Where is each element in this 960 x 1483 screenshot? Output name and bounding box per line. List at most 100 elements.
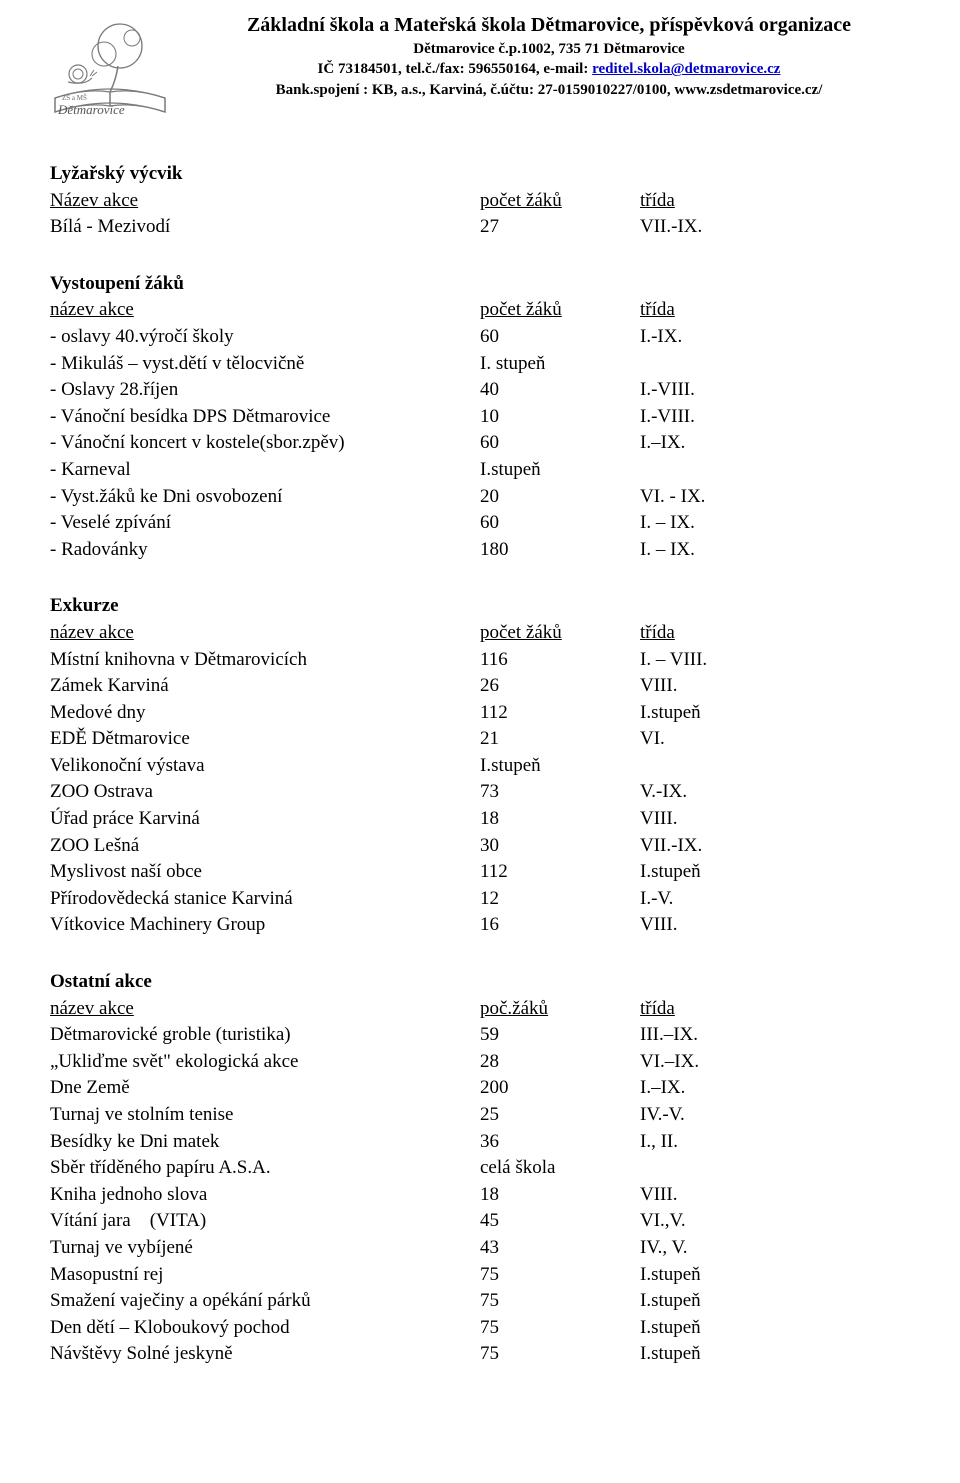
table-row: Návštěvy Solné jeskyně75I.stupeň — [50, 1341, 910, 1368]
section-title: Ostatní akce — [50, 969, 910, 996]
table-header: Název akce počet žáků třída — [50, 188, 910, 215]
col-count-header: počet žáků — [480, 188, 640, 215]
school-title: Základní škola a Mateřská škola Dětmarov… — [188, 14, 910, 37]
section-performances: Vystoupení žáků název akce počet žáků tř… — [50, 271, 910, 564]
school-logo: ZŠ a MŠ Dětmarovice — [50, 20, 170, 125]
event-count: 27 — [480, 214, 640, 241]
document-page: ZŠ a MŠ Dětmarovice Základní škola a Mat… — [0, 0, 960, 1483]
event-name: Medové dny — [50, 700, 480, 727]
event-name: Velikonoční výstava — [50, 753, 480, 780]
table-row: Úřad práce Karviná18VIII. — [50, 806, 910, 833]
event-name: Den dětí – Kloboukový pochod — [50, 1315, 480, 1342]
table-row: Den dětí – Kloboukový pochod75I.stupeň — [50, 1315, 910, 1342]
table-row: ZOO Lešná30VII.-IX. — [50, 833, 910, 860]
event-count: 75 — [480, 1262, 640, 1289]
event-name: Masopustní rej — [50, 1262, 480, 1289]
event-name: Kniha jednoho slova — [50, 1182, 480, 1209]
event-name: Zámek Karviná — [50, 673, 480, 700]
event-class: VIII. — [640, 806, 910, 833]
table-row: Myslivost naší obce112I.stupeň — [50, 859, 910, 886]
section-title: Lyžařský výcvik — [50, 161, 910, 188]
table-row: Sběr tříděného papíru A.S.A.celá škola — [50, 1155, 910, 1182]
event-count: 45 — [480, 1208, 640, 1235]
table-row: Dne Země200I.–IX. — [50, 1075, 910, 1102]
table-row: Turnaj ve stolním tenise25IV.-V. — [50, 1102, 910, 1129]
table-row: Bílá - Mezivodí27VII.-IX. — [50, 214, 910, 241]
table-row: Vítání jara (VITA)45VI.,V. — [50, 1208, 910, 1235]
event-class: VIII. — [640, 1182, 910, 1209]
school-address: Dětmarovice č.p.1002, 735 71 Dětmarovice — [188, 39, 910, 59]
event-count: I.stupeň — [480, 753, 640, 780]
event-name: EDĚ Dětmarovice — [50, 726, 480, 753]
event-class: VIII. — [640, 912, 910, 939]
table-row: - Oslavy 28.říjen40I.-VIII. — [50, 377, 910, 404]
letterhead-text: Základní škola a Mateřská škola Dětmarov… — [188, 14, 910, 100]
table-row: - oslavy 40.výročí školy60I.-IX. — [50, 324, 910, 351]
event-count: 112 — [480, 859, 640, 886]
event-name: Turnaj ve stolním tenise — [50, 1102, 480, 1129]
col-name-header: Název akce — [50, 188, 480, 215]
event-name: Úřad práce Karviná — [50, 806, 480, 833]
event-count: celá škola — [480, 1155, 640, 1182]
table-row: Místní knihovna v Dětmarovicích116I. – V… — [50, 647, 910, 674]
event-count: 30 — [480, 833, 640, 860]
event-name: Sběr tříděného papíru A.S.A. — [50, 1155, 480, 1182]
event-class: VII.-IX. — [640, 833, 910, 860]
table-row: EDĚ Dětmarovice21VI. — [50, 726, 910, 753]
event-class: I.stupeň — [640, 1288, 910, 1315]
col-class-header: třída — [640, 297, 910, 324]
event-class: I. – IX. — [640, 537, 910, 564]
event-class: VI. — [640, 726, 910, 753]
event-count: 40 — [480, 377, 640, 404]
table-row: Medové dny112I.stupeň — [50, 700, 910, 727]
table-header: název akce poč.žáků třída — [50, 996, 910, 1023]
table-row: Turnaj ve vybíjené43IV., V. — [50, 1235, 910, 1262]
event-name: Besídky ke Dni matek — [50, 1129, 480, 1156]
table-rows-ski: Bílá - Mezivodí27VII.-IX. — [50, 214, 910, 241]
event-class: I.stupeň — [640, 1315, 910, 1342]
table-row: Masopustní rej75I.stupeň — [50, 1262, 910, 1289]
event-count: 10 — [480, 404, 640, 431]
logo-text-top: ZŠ a MŠ — [62, 94, 87, 102]
event-count: 18 — [480, 1182, 640, 1209]
section-ski: Lyžařský výcvik Název akce počet žáků tř… — [50, 161, 910, 241]
event-name: - Vánoční koncert v kostele(sbor.zpěv) — [50, 430, 480, 457]
event-name: „Ukliďme svět" ekologická akce — [50, 1049, 480, 1076]
event-class: I. – IX. — [640, 510, 910, 537]
col-count-header: počet žáků — [480, 620, 640, 647]
col-name-header: název akce — [50, 996, 480, 1023]
event-count: 116 — [480, 647, 640, 674]
col-count-header: počet žáků — [480, 297, 640, 324]
event-name: - Radovánky — [50, 537, 480, 564]
event-class: IV.-V. — [640, 1102, 910, 1129]
event-count: 200 — [480, 1075, 640, 1102]
col-class-header: třída — [640, 996, 910, 1023]
event-class: I.–IX. — [640, 1075, 910, 1102]
logo-text-bottom: Dětmarovice — [57, 102, 125, 117]
email-link[interactable]: reditel.skola@detmarovice.cz — [592, 61, 780, 77]
event-count: 60 — [480, 324, 640, 351]
table-row: Kniha jednoho slova18VIII. — [50, 1182, 910, 1209]
event-class — [640, 457, 910, 484]
table-row: - KarnevalI.stupeň — [50, 457, 910, 484]
section-excursions: Exkurze název akce počet žáků třída Míst… — [50, 593, 910, 939]
section-title: Vystoupení žáků — [50, 271, 910, 298]
event-name: ZOO Ostrava — [50, 779, 480, 806]
event-class: VI. - IX. — [640, 484, 910, 511]
table-row: „Ukliďme svět" ekologická akce28VI.–IX. — [50, 1049, 910, 1076]
event-name: Přírodovědecká stanice Karviná — [50, 886, 480, 913]
event-count: 60 — [480, 510, 640, 537]
event-name: - Vánoční besídka DPS Dětmarovice — [50, 404, 480, 431]
event-class: I.stupeň — [640, 700, 910, 727]
event-class: VIII. — [640, 673, 910, 700]
table-rows-other: Dětmarovické groble (turistika)59III.–IX… — [50, 1022, 910, 1368]
event-class: IV., V. — [640, 1235, 910, 1262]
col-name-header: název akce — [50, 297, 480, 324]
event-name: - Veselé zpívání — [50, 510, 480, 537]
event-name: - Vyst.žáků ke Dni osvobození — [50, 484, 480, 511]
event-count: 25 — [480, 1102, 640, 1129]
event-class: V.-IX. — [640, 779, 910, 806]
event-class: VI.,V. — [640, 1208, 910, 1235]
event-count: 21 — [480, 726, 640, 753]
section-title: Exkurze — [50, 593, 910, 620]
